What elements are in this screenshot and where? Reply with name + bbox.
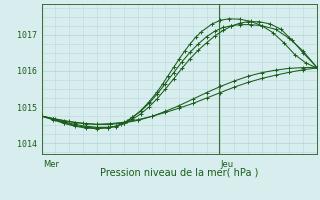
X-axis label: Pression niveau de la mer( hPa ): Pression niveau de la mer( hPa ) [100,168,258,178]
Text: Jeu: Jeu [220,160,234,169]
Text: Mer: Mer [43,160,59,169]
